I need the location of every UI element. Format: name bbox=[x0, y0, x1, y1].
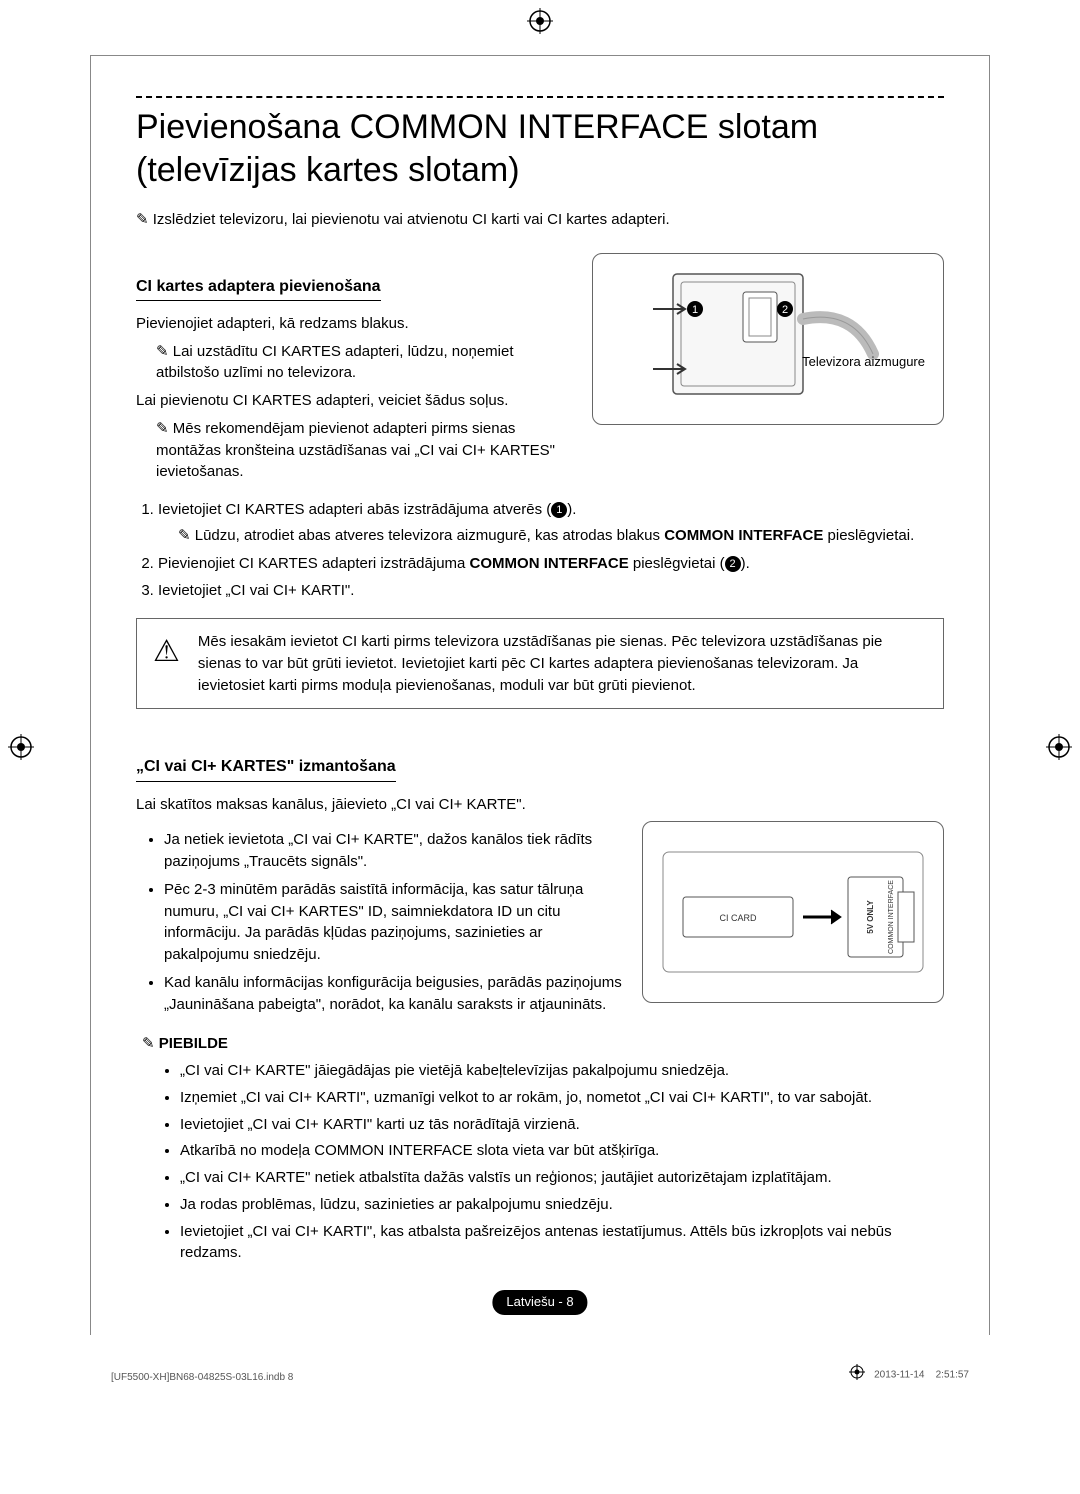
step2-bold: COMMON INTERFACE bbox=[470, 555, 629, 572]
steps-list: Ievietojiet CI KARTES adapteri abās izst… bbox=[136, 499, 944, 602]
step-1: Ievietojiet CI KARTES adapteri abās izst… bbox=[158, 499, 944, 547]
step2-b: pieslēgvietai ( bbox=[629, 555, 725, 572]
crop-mark-left bbox=[8, 734, 34, 760]
adapter-diagram: 1 2 Televizora aizmugure bbox=[592, 253, 944, 425]
step-2: Pievienojiet CI KARTES adapteri izstrādā… bbox=[158, 553, 944, 575]
svg-text:2: 2 bbox=[782, 304, 788, 316]
piebilde-list: „CI vai CI+ KARTE" jāiegādājas pie vietē… bbox=[136, 1060, 944, 1264]
svg-text:5V ONLY: 5V ONLY bbox=[866, 900, 875, 934]
piebilde-item: Ievietojiet „CI vai CI+ KARTI" karti uz … bbox=[180, 1114, 944, 1136]
step1-sub-bold: COMMON INTERFACE bbox=[664, 527, 823, 544]
intro-note: Izslēdziet televizoru, lai pievienotu va… bbox=[136, 209, 944, 231]
section1-note2: Mēs rekomendējam pievienot adapteri pirm… bbox=[136, 418, 572, 483]
piebilde-label: PIEBILDE bbox=[142, 1033, 944, 1055]
ci-card-label: CI CARD bbox=[719, 913, 757, 923]
footer-time: 2:51:57 bbox=[936, 1369, 969, 1380]
title-rule bbox=[136, 96, 944, 98]
piebilde-item: Izņemiet „CI vai CI+ KARTI", uzmanīgi ve… bbox=[180, 1087, 944, 1109]
svg-text:COMMON INTERFACE: COMMON INTERFACE bbox=[888, 880, 895, 954]
section1-p1: Pievienojiet adapteri, kā redzams blakus… bbox=[136, 313, 572, 335]
step1-text-a: Ievietojiet CI KARTES adapteri abās izst… bbox=[158, 501, 551, 518]
step-3: Ievietojiet „CI vai CI+ KARTI". bbox=[158, 580, 944, 602]
piebilde-item: Atkarībā no modeļa COMMON INTERFACE slot… bbox=[180, 1140, 944, 1162]
footer-date: 2013-11-14 bbox=[874, 1369, 924, 1380]
section1-p2: Lai pievienotu CI KARTES adapteri, veici… bbox=[136, 390, 572, 412]
crop-mark-right bbox=[1046, 734, 1072, 760]
section2-bullets: Ja netiek ievietota „CI vai CI+ KARTE", … bbox=[136, 829, 622, 1015]
svg-text:1: 1 bbox=[692, 304, 698, 316]
piebilde-item: „CI vai CI+ KARTE" netiek atbalstīta daž… bbox=[180, 1167, 944, 1189]
piebilde-item: Ievietojiet „CI vai CI+ KARTI", kas atba… bbox=[180, 1221, 944, 1265]
section1-heading: CI kartes adaptera pievienošana bbox=[136, 275, 381, 301]
card-slot-diagram: CI CARD COMMON INTERFACE 5V ONLY bbox=[642, 821, 944, 1003]
warning-icon: ⚠ bbox=[153, 637, 180, 667]
page-frame: Pievienošana COMMON INTERFACE slotam (te… bbox=[90, 55, 990, 1335]
section2-heading: „CI vai CI+ KARTES" izmantošana bbox=[136, 755, 396, 781]
footer-right: 2013-11-14 2:51:57 bbox=[849, 1364, 969, 1386]
footer-left: [UF5500-XH]BN68-04825S-03L16.indb 8 bbox=[111, 1371, 293, 1386]
page-number-pill: Latviešu - 8 bbox=[492, 1290, 587, 1315]
step2-c: ). bbox=[741, 555, 750, 572]
piebilde-item: Ja rodas problēmas, lūdzu, sazinieties a… bbox=[180, 1194, 944, 1216]
warning-text: Mēs iesakām ievietot CI karti pirms tele… bbox=[198, 631, 927, 696]
section1-note1: Lai uzstādītu CI KARTES adapteri, lūdzu,… bbox=[136, 341, 572, 385]
step1-text-b: ). bbox=[567, 501, 576, 518]
step1-sub-a: Lūdzu, atrodiet abas atveres televizora … bbox=[195, 527, 664, 544]
circled-1-icon: 1 bbox=[551, 502, 567, 518]
crop-mark-top bbox=[527, 8, 553, 34]
circled-2-icon: 2 bbox=[725, 556, 741, 572]
s2-bullet-3: Kad kanālu informācijas konfigurācija be… bbox=[164, 972, 622, 1016]
s2-bullet-2: Pēc 2-3 minūtēm parādās saistītā informā… bbox=[164, 879, 622, 966]
step2-a: Pievienojiet CI KARTES adapteri izstrādā… bbox=[158, 555, 470, 572]
diag1-label: Televizora aizmugure bbox=[802, 354, 925, 370]
section2-intro: Lai skatītos maksas kanālus, jāievieto „… bbox=[136, 794, 944, 816]
s2-bullet-1: Ja netiek ievietota „CI vai CI+ KARTE", … bbox=[164, 829, 622, 873]
warning-box: ⚠ Mēs iesakām ievietot CI karti pirms te… bbox=[136, 618, 944, 709]
step1-subnote: Lūdzu, atrodiet abas atveres televizora … bbox=[158, 525, 944, 547]
page-title: Pievienošana COMMON INTERFACE slotam (te… bbox=[136, 106, 944, 191]
step1-sub-b: pieslēgvietai. bbox=[823, 527, 914, 544]
piebilde-item: „CI vai CI+ KARTE" jāiegādājas pie vietē… bbox=[180, 1060, 944, 1082]
